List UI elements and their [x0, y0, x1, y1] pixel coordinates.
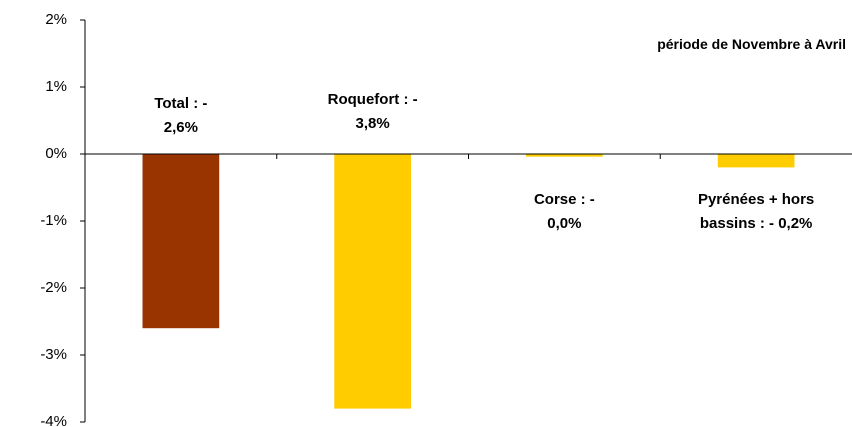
y-tick-label: -2% [40, 279, 67, 296]
bar [334, 154, 411, 409]
data-label: Pyrénées + hors bassins : - 0,2% [697, 191, 815, 232]
data-label: Total : - 2,6% [154, 95, 208, 136]
bar [717, 154, 795, 168]
y-tick-label: 0% [45, 145, 67, 162]
data-label: Roquefort : - 3,8% [327, 91, 418, 132]
bar [526, 154, 603, 157]
subtitle: période de Novembre à Avril [657, 36, 846, 52]
y-tick-label: 2% [45, 11, 67, 28]
bar [142, 154, 220, 329]
y-tick-label: 1% [45, 78, 67, 95]
y-tick-label: -3% [40, 346, 67, 363]
y-tick-label: -4% [40, 413, 67, 427]
y-tick-label: -1% [40, 212, 67, 229]
data-label: Corse : - 0,0% [533, 191, 595, 232]
